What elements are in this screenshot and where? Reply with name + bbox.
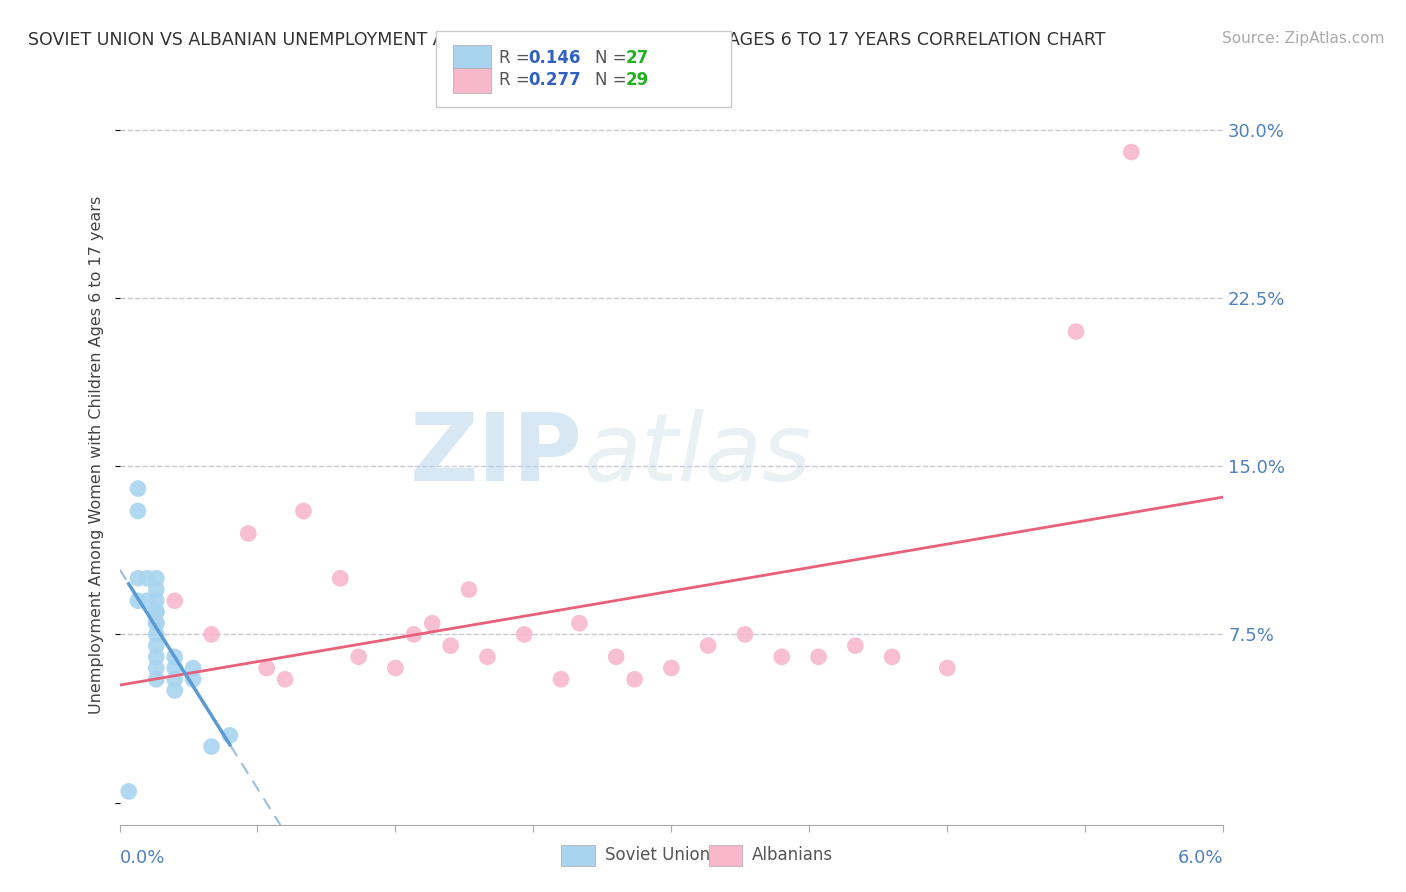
- Text: 0.0%: 0.0%: [120, 849, 165, 867]
- Point: [136, 571, 159, 585]
- Text: 29: 29: [626, 71, 650, 89]
- Point: [605, 649, 627, 664]
- Text: ZIP: ZIP: [411, 409, 583, 501]
- Text: 27: 27: [626, 49, 650, 67]
- Point: [127, 571, 149, 585]
- Point: [384, 661, 406, 675]
- Text: SOVIET UNION VS ALBANIAN UNEMPLOYMENT AMONG WOMEN WITH CHILDREN AGES 6 TO 17 YEA: SOVIET UNION VS ALBANIAN UNEMPLOYMENT AM…: [28, 31, 1105, 49]
- Point: [936, 661, 959, 675]
- Text: 0.277: 0.277: [529, 71, 582, 89]
- Point: [697, 639, 720, 653]
- Text: 0.146: 0.146: [529, 49, 581, 67]
- Point: [439, 639, 461, 653]
- Point: [127, 504, 149, 518]
- Point: [256, 661, 278, 675]
- Point: [145, 673, 167, 687]
- Text: atlas: atlas: [583, 409, 811, 500]
- Point: [145, 639, 167, 653]
- Point: [550, 673, 572, 687]
- Point: [181, 673, 204, 687]
- Point: [118, 784, 141, 798]
- Point: [458, 582, 481, 597]
- Point: [163, 661, 186, 675]
- Point: [145, 616, 167, 631]
- Point: [163, 593, 186, 607]
- Text: N =: N =: [595, 49, 631, 67]
- Point: [770, 649, 793, 664]
- Point: [292, 504, 315, 518]
- Point: [219, 728, 242, 742]
- Point: [200, 739, 222, 754]
- Point: [145, 571, 167, 585]
- Point: [623, 673, 645, 687]
- Point: [844, 639, 866, 653]
- Point: [145, 616, 167, 631]
- Point: [274, 673, 297, 687]
- Point: [145, 605, 167, 619]
- Text: R =: R =: [499, 71, 536, 89]
- Point: [568, 616, 591, 631]
- Text: Source: ZipAtlas.com: Source: ZipAtlas.com: [1222, 31, 1385, 46]
- Point: [420, 616, 443, 631]
- Point: [163, 649, 186, 664]
- Point: [127, 593, 149, 607]
- Point: [145, 605, 167, 619]
- Point: [1064, 325, 1087, 339]
- Point: [163, 683, 186, 698]
- Point: [181, 661, 204, 675]
- Point: [477, 649, 499, 664]
- Point: [200, 627, 222, 641]
- Point: [238, 526, 260, 541]
- Point: [136, 593, 159, 607]
- Text: N =: N =: [595, 71, 631, 89]
- Point: [127, 482, 149, 496]
- Point: [145, 649, 167, 664]
- Y-axis label: Unemployment Among Women with Children Ages 6 to 17 years: Unemployment Among Women with Children A…: [89, 196, 104, 714]
- Point: [145, 582, 167, 597]
- Point: [807, 649, 830, 664]
- Text: Soviet Union: Soviet Union: [605, 847, 710, 864]
- Point: [880, 649, 904, 664]
- Text: 6.0%: 6.0%: [1178, 849, 1223, 867]
- Point: [145, 627, 167, 641]
- Point: [347, 649, 370, 664]
- Point: [329, 571, 352, 585]
- Text: Albanians: Albanians: [752, 847, 834, 864]
- Point: [661, 661, 683, 675]
- Text: R =: R =: [499, 49, 536, 67]
- Point: [1121, 145, 1143, 159]
- Point: [145, 661, 167, 675]
- Point: [145, 593, 167, 607]
- Point: [163, 673, 186, 687]
- Point: [734, 627, 756, 641]
- Point: [402, 627, 425, 641]
- Point: [513, 627, 536, 641]
